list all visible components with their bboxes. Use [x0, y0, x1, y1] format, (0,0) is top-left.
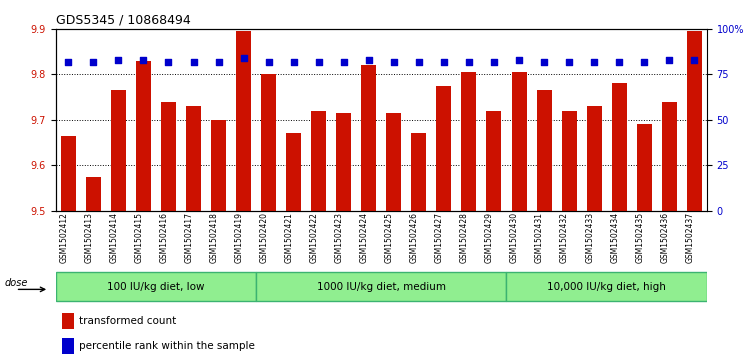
Bar	[637, 125, 652, 211]
Bar	[336, 113, 351, 211]
Point	[162, 59, 174, 65]
Bar	[437, 86, 452, 211]
Bar	[687, 31, 702, 211]
Text: GSM1502425: GSM1502425	[385, 212, 394, 263]
Text: GSM1502426: GSM1502426	[410, 212, 419, 263]
Point	[87, 59, 99, 65]
Text: GSM1502424: GSM1502424	[360, 212, 369, 263]
Text: GSM1502413: GSM1502413	[84, 212, 93, 263]
Text: 10,000 IU/kg diet, high: 10,000 IU/kg diet, high	[547, 282, 666, 292]
Bar	[461, 72, 476, 211]
Text: GSM1502433: GSM1502433	[585, 212, 594, 264]
Point	[62, 59, 74, 65]
Text: GSM1502428: GSM1502428	[460, 212, 469, 263]
Text: GSM1502423: GSM1502423	[335, 212, 344, 263]
Bar	[61, 136, 76, 211]
Bar	[562, 111, 577, 211]
Text: GSM1502434: GSM1502434	[610, 212, 619, 264]
Text: GSM1502430: GSM1502430	[510, 212, 519, 264]
Point	[338, 59, 350, 65]
Point	[138, 57, 150, 63]
Point	[438, 59, 450, 65]
Bar	[311, 111, 326, 211]
Text: dose: dose	[4, 278, 28, 288]
Bar	[261, 74, 276, 211]
Text: GSM1502432: GSM1502432	[560, 212, 569, 263]
Point	[413, 59, 425, 65]
Text: percentile rank within the sample: percentile rank within the sample	[79, 341, 254, 351]
Text: 1000 IU/kg diet, medium: 1000 IU/kg diet, medium	[317, 282, 446, 292]
Bar	[186, 106, 201, 211]
Point	[538, 59, 550, 65]
Bar	[487, 111, 501, 211]
Text: GSM1502421: GSM1502421	[285, 212, 294, 263]
Point	[513, 57, 525, 63]
Point	[213, 59, 225, 65]
Text: GSM1502415: GSM1502415	[135, 212, 144, 263]
Point	[237, 55, 249, 61]
Point	[488, 59, 500, 65]
Text: GSM1502437: GSM1502437	[685, 212, 694, 264]
Bar	[362, 65, 376, 211]
Text: GSM1502417: GSM1502417	[185, 212, 193, 263]
Text: GSM1502414: GSM1502414	[109, 212, 118, 263]
Bar	[236, 31, 251, 211]
Text: GSM1502429: GSM1502429	[485, 212, 494, 263]
Bar	[136, 61, 151, 211]
Bar	[286, 134, 301, 211]
Bar	[161, 102, 176, 211]
Text: GSM1502436: GSM1502436	[660, 212, 670, 264]
Text: GSM1502420: GSM1502420	[260, 212, 269, 263]
Text: GSM1502416: GSM1502416	[159, 212, 168, 263]
Text: 100 IU/kg diet, low: 100 IU/kg diet, low	[107, 282, 205, 292]
Bar	[86, 176, 101, 211]
Bar	[612, 83, 626, 211]
Point	[112, 57, 124, 63]
Text: GSM1502418: GSM1502418	[210, 212, 219, 263]
Text: GSM1502431: GSM1502431	[535, 212, 544, 263]
Bar	[586, 106, 602, 211]
Bar	[62, 313, 74, 329]
Point	[312, 59, 324, 65]
Point	[589, 59, 600, 65]
Text: GDS5345 / 10868494: GDS5345 / 10868494	[56, 13, 190, 26]
Bar	[211, 120, 226, 211]
Point	[463, 59, 475, 65]
Bar	[386, 113, 401, 211]
Point	[664, 57, 676, 63]
Text: GSM1502412: GSM1502412	[60, 212, 68, 263]
Point	[688, 57, 700, 63]
Bar	[56, 272, 256, 301]
Bar	[411, 134, 426, 211]
Bar	[111, 90, 126, 211]
Point	[288, 59, 300, 65]
Text: transformed count: transformed count	[79, 316, 176, 326]
Point	[563, 59, 575, 65]
Point	[638, 59, 650, 65]
Bar	[256, 272, 507, 301]
Text: GSM1502422: GSM1502422	[310, 212, 318, 263]
Bar	[536, 90, 551, 211]
Point	[187, 59, 199, 65]
Bar	[661, 102, 677, 211]
Bar	[62, 338, 74, 354]
Text: GSM1502419: GSM1502419	[234, 212, 243, 263]
Point	[363, 57, 375, 63]
Point	[613, 59, 625, 65]
Point	[388, 59, 400, 65]
Bar	[512, 72, 527, 211]
Text: GSM1502427: GSM1502427	[435, 212, 444, 263]
Text: GSM1502435: GSM1502435	[635, 212, 644, 264]
Point	[263, 59, 275, 65]
Bar	[507, 272, 707, 301]
